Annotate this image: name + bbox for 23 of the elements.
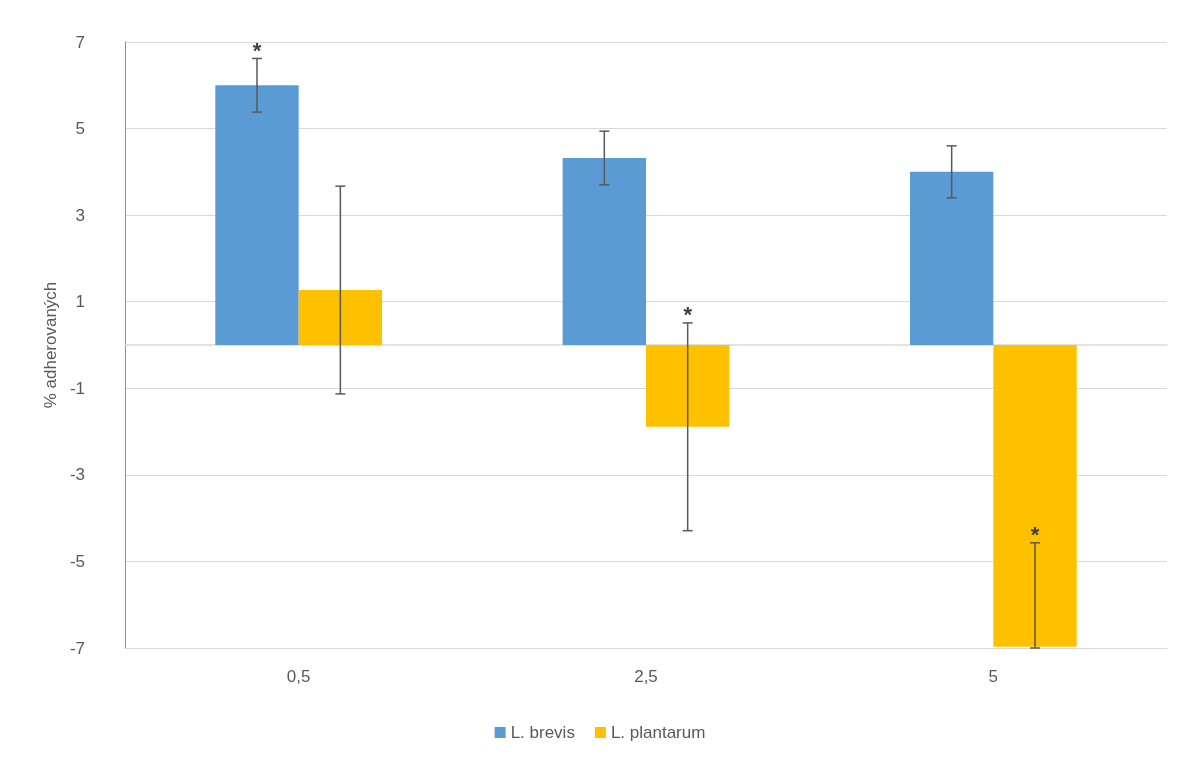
y-tick-label: -3 — [69, 465, 85, 485]
y-tick-label: 7 — [75, 32, 85, 52]
bar — [993, 345, 1077, 647]
bar — [909, 171, 994, 345]
x-tick-label: 5 — [988, 667, 999, 686]
y-axis-title: % adherovaných — [40, 281, 60, 409]
annotation: * — [1030, 522, 1040, 548]
y-tick-label: -7 — [69, 638, 85, 658]
y-tick-label: 3 — [75, 205, 85, 225]
x-tick-label: 2,5 — [634, 667, 658, 686]
x-tick-label: 0,5 — [286, 667, 311, 686]
y-tick-label: -1 — [69, 378, 85, 398]
bar — [215, 85, 299, 345]
y-tick-label: 5 — [75, 119, 85, 139]
bar — [298, 290, 383, 345]
legend-label: L. brevis — [510, 723, 575, 742]
legend-label: L. plantarum — [610, 723, 706, 742]
y-tick-label: 1 — [75, 292, 85, 312]
annotation: * — [252, 37, 262, 63]
bar — [646, 345, 730, 427]
y-tick-label: -5 — [69, 551, 85, 571]
bar — [562, 158, 646, 345]
annotation: * — [683, 302, 693, 328]
